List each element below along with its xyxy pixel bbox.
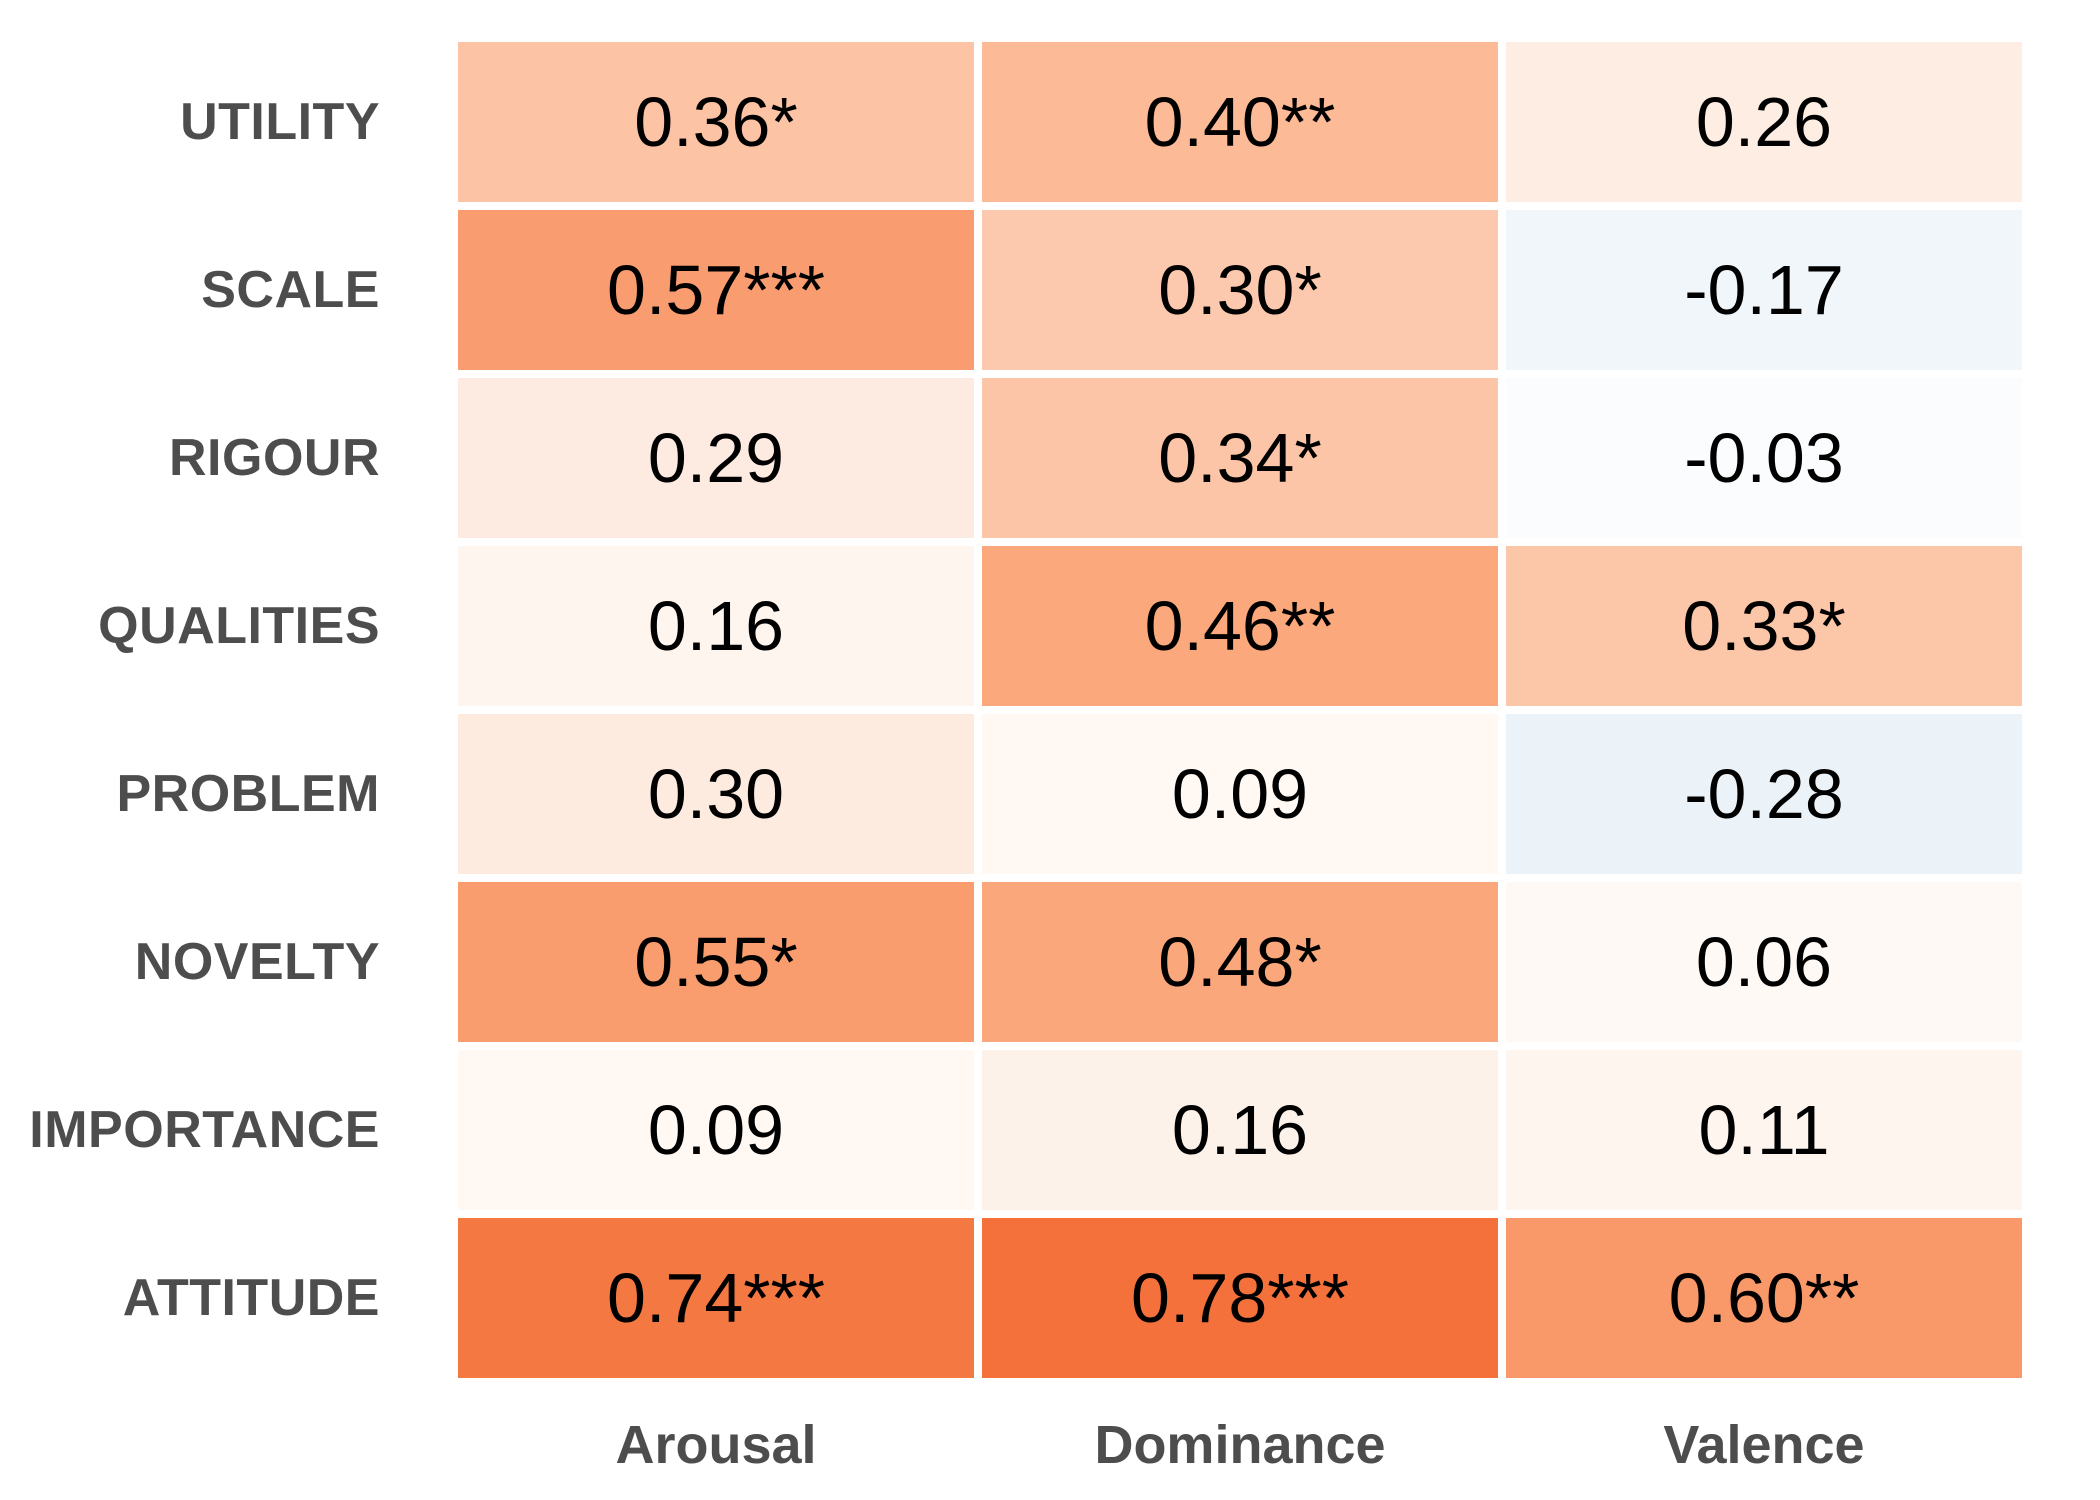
cell-problem-dominance: 0.09 xyxy=(982,714,1498,874)
cell-rigour-dominance: 0.34* xyxy=(982,378,1498,538)
row-label-qualities: QUALITIES xyxy=(98,597,380,655)
row-label-utility: UTILITY xyxy=(180,93,380,151)
cell-novelty-dominance: 0.48* xyxy=(982,882,1498,1042)
cell-novelty-valence: 0.06 xyxy=(1506,882,2022,1042)
axis-corner-spacer xyxy=(0,1386,450,1500)
cell-rigour-arousal: 0.29 xyxy=(458,378,974,538)
column-label-arousal: Arousal xyxy=(615,1415,817,1475)
cell-attitude-valence: 0.60** xyxy=(1506,1218,2022,1378)
cell-attitude-dominance: 0.78*** xyxy=(982,1218,1498,1378)
column-label-valence: Valence xyxy=(1663,1415,1865,1475)
cell-utility-arousal: 0.36* xyxy=(458,42,974,202)
column-label-dominance: Dominance xyxy=(1094,1415,1386,1475)
cell-rigour-valence: -0.03 xyxy=(1506,378,2022,538)
cell-scale-arousal: 0.57*** xyxy=(458,210,974,370)
cell-problem-valence: -0.28 xyxy=(1506,714,2022,874)
row-label-novelty: NOVELTY xyxy=(134,933,380,991)
cell-importance-valence: 0.11 xyxy=(1506,1050,2022,1210)
row-label-attitude: ATTITUDE xyxy=(122,1269,380,1327)
cell-novelty-arousal: 0.55* xyxy=(458,882,974,1042)
cell-qualities-arousal: 0.16 xyxy=(458,546,974,706)
row-label-importance: IMPORTANCE xyxy=(29,1101,380,1159)
row-label-problem: PROBLEM xyxy=(116,765,380,823)
heatmap-grid: UTILITY 0.36* 0.40** 0.26 SCALE 0.57*** 0.30* -… xyxy=(0,42,2022,1500)
cell-scale-valence: -0.17 xyxy=(1506,210,2022,370)
cell-qualities-dominance: 0.46** xyxy=(982,546,1498,706)
row-label-rigour: RIGOUR xyxy=(169,429,380,487)
cell-problem-arousal: 0.30 xyxy=(458,714,974,874)
row-label-scale: SCALE xyxy=(201,261,380,319)
cell-qualities-valence: 0.33* xyxy=(1506,546,2022,706)
cell-importance-arousal: 0.09 xyxy=(458,1050,974,1210)
cell-scale-dominance: 0.30* xyxy=(982,210,1498,370)
cell-attitude-arousal: 0.74*** xyxy=(458,1218,974,1378)
cell-utility-dominance: 0.40** xyxy=(982,42,1498,202)
cell-importance-dominance: 0.16 xyxy=(982,1050,1498,1210)
cell-utility-valence: 0.26 xyxy=(1506,42,2022,202)
